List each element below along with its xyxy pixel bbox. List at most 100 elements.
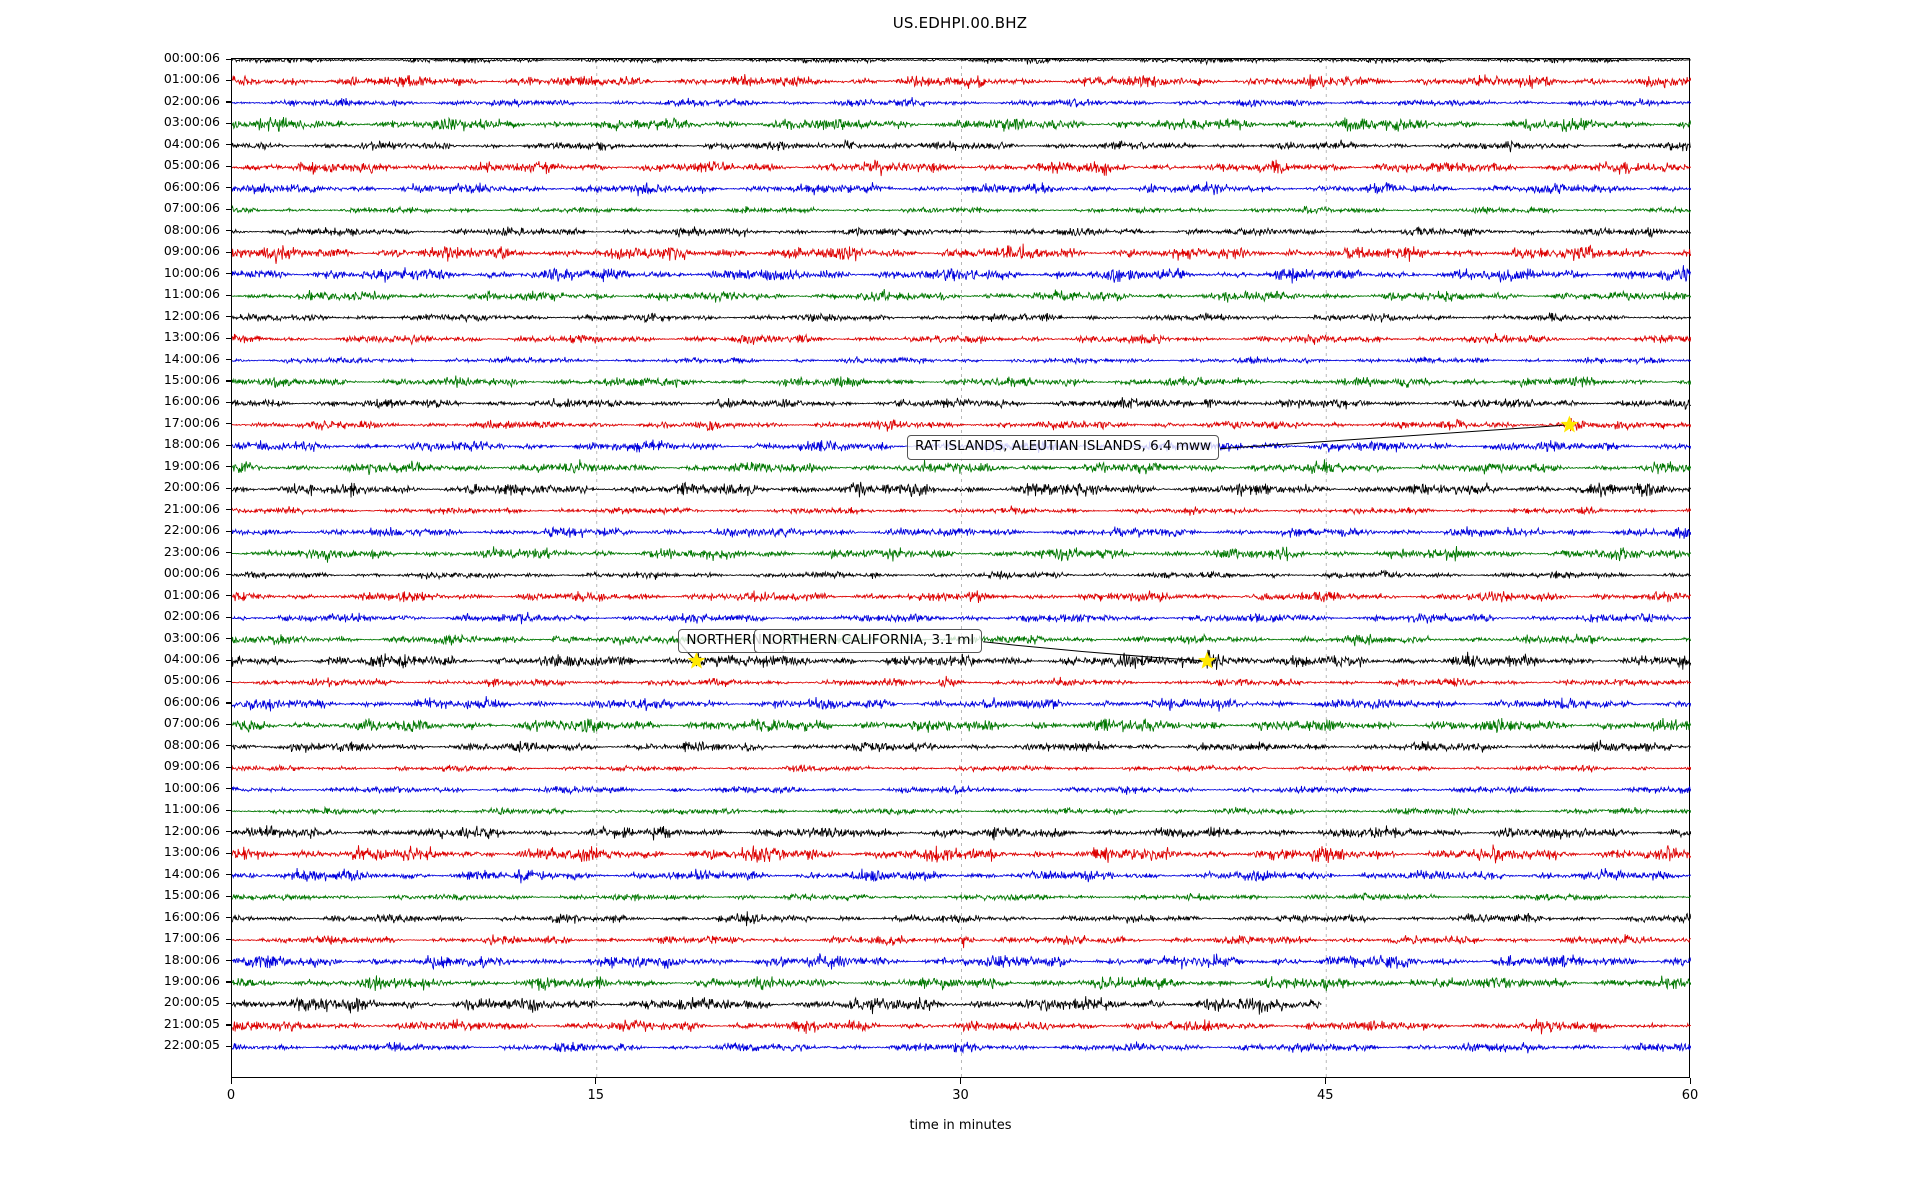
y-axis-tick-label: 16:00:06 [163,908,220,924]
y-axis-tick-mark [226,380,232,382]
y-axis-tick-mark [226,874,232,876]
y-axis-tick-mark [226,273,232,275]
y-axis-tick-label: 10:00:06 [163,264,220,280]
trace-line [232,116,1691,133]
y-axis-tick-mark [226,401,232,404]
y-axis-tick-mark [226,766,232,768]
trace-line [232,418,1691,432]
trace-line [232,805,1691,816]
y-axis-tick-label: 19:00:06 [163,457,220,473]
y-axis-tick-mark [226,1002,232,1005]
y-axis-tick-mark [226,852,232,854]
y-axis-tick-mark [226,659,232,661]
y-axis-tick-mark [226,938,232,940]
trace-line [232,996,1322,1015]
y-axis-tick-mark [226,509,232,511]
x-axis-tick-label: 30 [952,1088,969,1103]
y-axis-tick-mark [226,723,232,725]
trace-line [232,525,1691,539]
y-axis-tick-label: 15:00:06 [163,887,220,903]
y-axis-tick-label: 11:00:06 [163,286,220,302]
y-axis-tick-label: 00:00:06 [163,565,220,581]
y-axis-tick-mark [226,251,232,253]
y-axis-tick-label: 02:00:06 [163,608,220,624]
y-axis-tick-label: 02:00:06 [163,92,220,108]
y-axis-tick-mark [226,444,232,446]
trace-line [232,397,1691,411]
y-axis-tick-mark [226,831,232,833]
annotation-leader-line [983,641,1208,662]
event-annotation-label[interactable]: NORTHERN CALIFORNIA, 3.1 ml [753,628,983,654]
trace-line [232,288,1691,303]
y-axis-tick-label: 17:00:06 [163,930,220,946]
y-axis-tick-label: 14:00:06 [163,350,220,366]
trace-line [232,569,1691,581]
trace-line [232,333,1691,346]
trace-line [232,611,1691,625]
page-title: US.EDHPI.00.BHZ [892,14,1028,32]
y-axis-tick-mark [226,745,232,747]
y-axis-tick-mark [226,595,232,597]
y-axis-tick-label: 15:00:06 [163,371,220,387]
trace-line [232,243,1691,264]
y-axis-tick-mark [226,58,232,60]
seismic-traces [232,59,1691,1079]
x-axis-tick-mark [595,1078,597,1084]
event-annotation-label[interactable]: RAT ISLANDS, ALEUTIAN ISLANDS, 6.4 mww [907,435,1220,460]
trace-line [232,911,1691,927]
y-axis-tick-label: 06:00:06 [163,693,220,709]
y-axis-tick-mark [226,101,232,103]
y-axis-tick-mark [226,165,232,167]
trace-line [232,975,1691,992]
y-axis-tick-label: 12:00:06 [163,822,220,838]
y-axis-tick-label: 09:00:06 [163,758,220,774]
x-axis-tick-label: 60 [1681,1088,1699,1103]
trace-line [232,784,1691,796]
y-axis-tick-label: 11:00:06 [163,801,220,817]
trace-line [232,590,1691,604]
trace-line [232,159,1691,177]
y-axis-tick-mark [226,981,232,983]
trace-line [232,505,1691,516]
y-axis-tick-mark [226,294,232,296]
y-axis-tick-label: 01:00:06 [163,586,220,602]
x-axis-tick-mark [1689,1078,1691,1084]
trace-line [232,545,1691,563]
trace-line [232,696,1691,712]
trace-line [232,181,1691,197]
y-axis-tick-label: 19:00:06 [163,972,220,988]
trace-line [232,226,1691,239]
y-axis-tick-mark [226,1024,232,1026]
trace-line [232,59,1691,66]
y-axis-tick-mark [226,230,232,232]
y-axis-tick-label: 20:00:05 [163,994,220,1010]
trace-line [232,265,1691,284]
y-axis-tick-label: 20:00:06 [163,479,220,495]
trace-line [232,934,1691,949]
y-axis-tick-mark [226,359,232,361]
y-axis-tick-mark [226,423,232,425]
trace-line [232,717,1691,733]
yellow-star-icon [1560,415,1579,433]
plot-area[interactable] [231,58,1691,1079]
trace-line [232,459,1691,475]
y-axis-tick-label: 22:00:05 [163,1037,220,1053]
trace-line [232,739,1691,754]
trace-line [232,375,1691,389]
trace-line [232,481,1691,498]
yellow-star-icon [687,651,706,669]
y-axis-tick-label: 21:00:05 [163,1015,220,1031]
y-axis-tick-mark [226,144,232,146]
trace-line [232,825,1691,841]
trace-line [232,953,1691,971]
y-axis-tick-mark [226,466,232,468]
yellow-star-icon [1198,651,1216,669]
y-axis-tick-mark [226,487,232,489]
y-axis-tick-mark [226,680,232,683]
y-axis-tick-label: 13:00:06 [163,329,220,345]
y-axis-tick-mark [226,552,232,554]
annotation-leader-line [1220,424,1570,450]
y-axis-tick-label: 14:00:06 [163,865,220,881]
y-axis-tick-label: 09:00:06 [163,243,220,259]
